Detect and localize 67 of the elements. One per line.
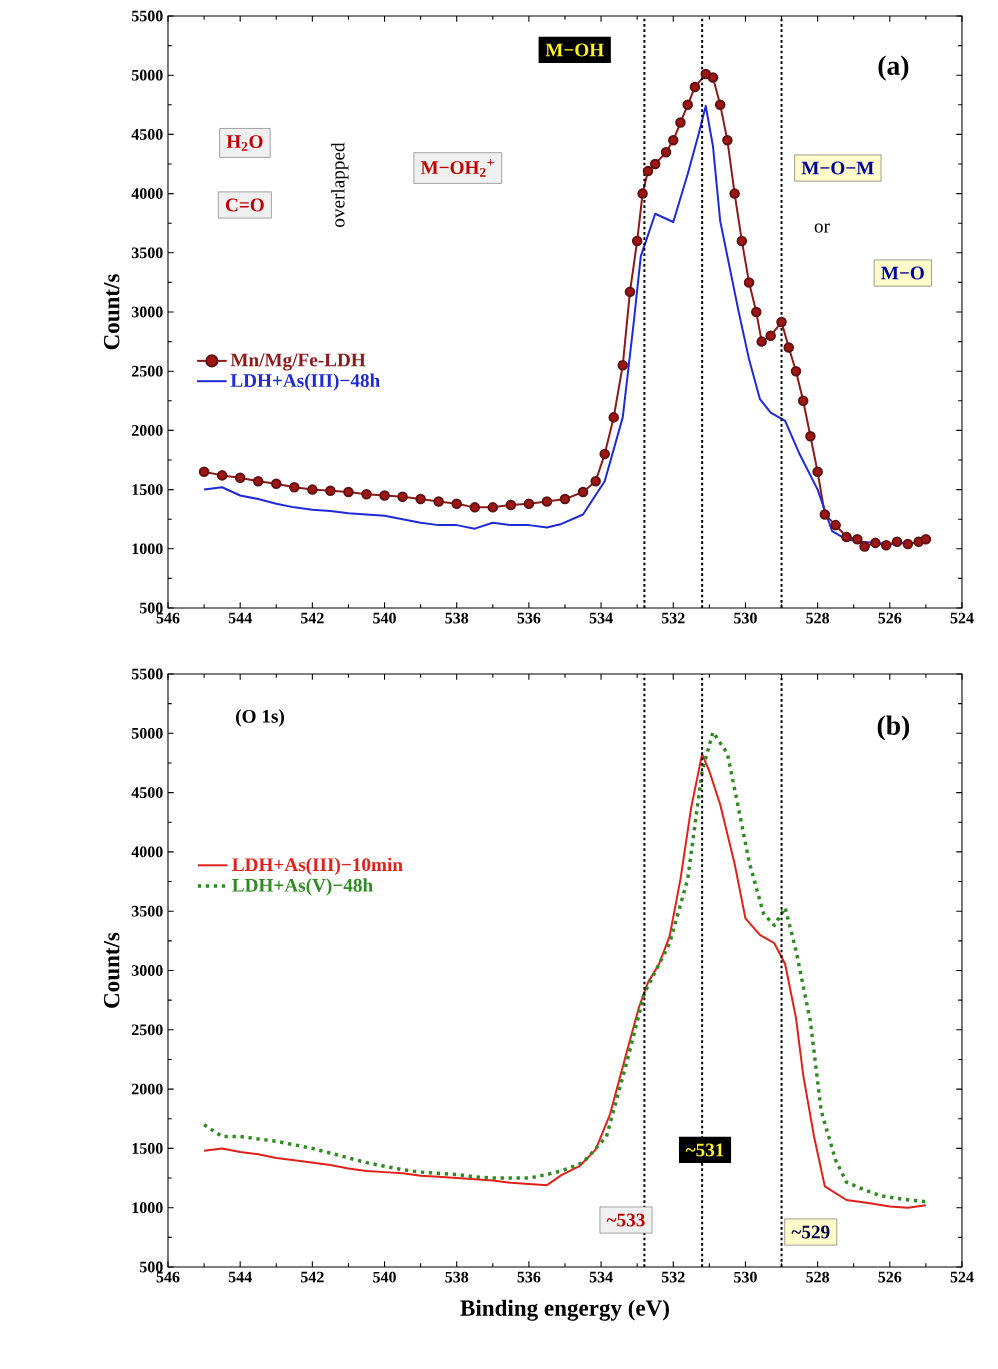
y-tick-label: 2000 xyxy=(131,425,163,436)
annotation: (b) xyxy=(877,715,910,741)
x-tick-label: 528 xyxy=(806,1271,830,1283)
x-tick-label: 544 xyxy=(228,1271,252,1283)
annotation: or xyxy=(814,223,830,233)
y-tick-label: 4500 xyxy=(131,787,163,798)
y-tick-label: 3500 xyxy=(131,905,163,917)
x-axis-title: Binding engergy (eV) xyxy=(460,1299,669,1321)
x-tick-label: 538 xyxy=(445,1271,469,1283)
legend-label: LDH+As(III)−10min xyxy=(232,857,403,876)
x-tick-label: 542 xyxy=(301,1271,324,1283)
y-tick-label: 4000 xyxy=(131,846,163,858)
x-tick-label: 546 xyxy=(156,1271,180,1283)
annotation: ~533 xyxy=(606,1213,645,1227)
y-tick-label: 2000 xyxy=(131,1083,163,1095)
y-tick-label: 500 xyxy=(139,602,163,614)
x-tick-label: 544 xyxy=(228,612,252,624)
x-tick-label: 546 xyxy=(156,612,180,624)
annotation: M−O xyxy=(881,266,924,280)
x-tick-label: 536 xyxy=(517,1271,541,1283)
x-tick-label: 540 xyxy=(373,612,396,624)
y-tick-label: 1000 xyxy=(132,543,163,555)
x-tick-label: 526 xyxy=(878,1271,902,1283)
x-tick-label: 524 xyxy=(950,1271,974,1283)
y-tick-label: 1000 xyxy=(132,1202,163,1214)
y-tick-label: 5500 xyxy=(131,668,163,680)
annotation: M−O−M xyxy=(801,161,874,175)
annotation: M−OH$_{2}$+ xyxy=(420,159,494,177)
annotation: overlapped xyxy=(331,142,349,227)
x-tick-label: 530 xyxy=(734,1271,757,1283)
legend-label: Mn/Mg/Fe-LDH xyxy=(230,353,366,371)
annotation: C=O xyxy=(225,198,264,212)
x-tick-label: 530 xyxy=(734,612,757,624)
y-tick-label: 2500 xyxy=(131,1024,163,1036)
x-tick-label: 532 xyxy=(661,612,685,624)
y-axis-title: Count/s xyxy=(103,274,120,350)
x-tick-label: 538 xyxy=(445,612,469,624)
x-tick-label: 524 xyxy=(950,612,974,624)
y-tick-label: 3000 xyxy=(131,306,163,318)
legend-label: LDH+As(III)−48h xyxy=(230,373,380,391)
y-axis-title: Count/s xyxy=(103,932,120,1008)
y-tick-label: 1500 xyxy=(132,1143,163,1154)
x-tick-label: 536 xyxy=(517,612,541,624)
y-tick-label: 500 xyxy=(139,1261,163,1273)
annotation: ~529 xyxy=(791,1225,830,1239)
y-tick-label: 5000 xyxy=(131,69,163,81)
legend-label: LDH+As(V)−48h xyxy=(232,878,373,896)
y-tick-label: 4000 xyxy=(131,188,163,199)
y-tick-label: 3500 xyxy=(131,247,163,259)
annotation: M−OH xyxy=(545,43,604,57)
annotation: (O 1s) xyxy=(236,709,284,727)
x-tick-label: 534 xyxy=(589,1271,613,1283)
annotation: (a) xyxy=(878,55,909,81)
annotation: H$_{2}$O xyxy=(226,135,263,151)
y-tick-label: 5500 xyxy=(131,10,163,22)
x-tick-label: 528 xyxy=(806,612,830,624)
y-tick-label: 1500 xyxy=(132,484,163,495)
x-tick-label: 526 xyxy=(878,612,902,624)
y-tick-label: 3000 xyxy=(131,965,163,976)
annotation: ~531 xyxy=(685,1143,724,1157)
x-tick-label: 532 xyxy=(661,1271,685,1283)
y-tick-label: 4500 xyxy=(131,129,163,140)
x-tick-label: 542 xyxy=(301,612,324,624)
x-tick-label: 540 xyxy=(373,1271,396,1283)
x-tick-label: 534 xyxy=(589,612,613,624)
y-tick-label: 2500 xyxy=(131,365,163,377)
y-tick-label: 5000 xyxy=(131,727,163,739)
